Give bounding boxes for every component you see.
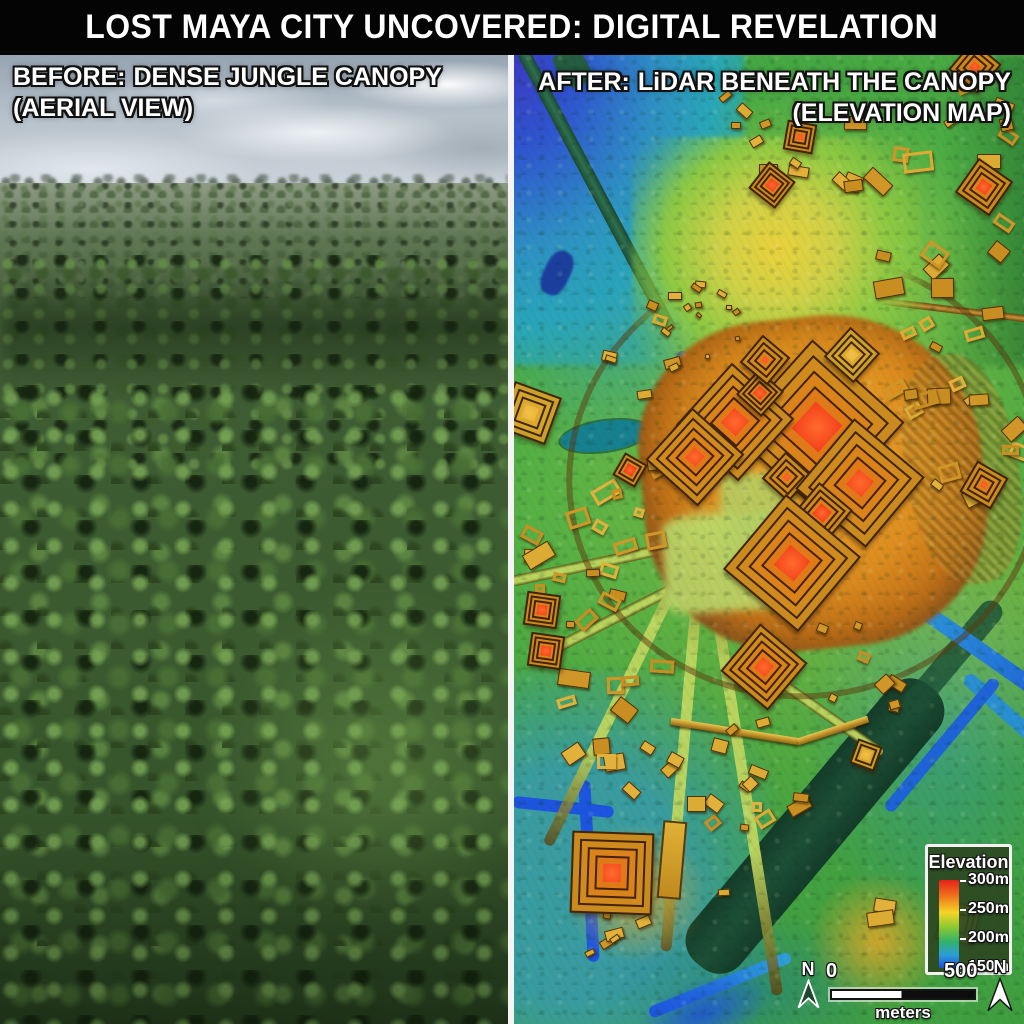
canopy-shadow-band: [0, 267, 508, 397]
scale-unit-label: meters: [875, 1003, 931, 1022]
sky: [0, 55, 508, 189]
legend-tick: 300m: [960, 871, 1009, 888]
bottom-vignette: [0, 810, 508, 1024]
legend-tick: 200m: [960, 929, 1009, 946]
pyramid: [522, 590, 562, 630]
structure: [981, 305, 1005, 321]
structure: [586, 569, 601, 579]
structure: [930, 277, 954, 298]
generated-structures: [514, 55, 1024, 1024]
legend-tick: 250m: [960, 900, 1009, 917]
legend-colorbar: [939, 880, 959, 968]
canopy-texture-near: [0, 385, 508, 1024]
elevation-legend: Elevation 300m 250m 200m 150m: [925, 844, 1012, 975]
compass-label: N: [993, 957, 1007, 977]
structure: [903, 388, 919, 401]
structure: [739, 823, 749, 832]
canopy-light-patch: [203, 587, 508, 937]
structure: [734, 335, 741, 342]
structure: [902, 150, 935, 174]
north-indicator: N: [982, 958, 1018, 1018]
structure: [725, 305, 732, 311]
structure: [668, 291, 683, 300]
legend-title: Elevation: [928, 852, 1009, 872]
before-tag: BEFORE:: [13, 63, 126, 91]
structure: [620, 675, 640, 687]
after-label: AFTER: LiDAR BENEATH THE CANOPY (ELEVATIO…: [538, 67, 1011, 129]
structure: [968, 393, 990, 408]
scale-bar: [830, 989, 976, 1000]
scale-end-label: 500: [944, 960, 978, 982]
structure: [1001, 444, 1019, 456]
before-title: DENSE JUNGLE CANOPY: [133, 63, 442, 91]
structure: [636, 388, 653, 400]
after-panel: AFTER: LiDAR BENEATH THE CANOPY (ELEVATIO…: [514, 55, 1024, 1024]
comparison-panels: BEFORE: DENSE JUNGLE CANOPY (AERIAL VIEW): [0, 55, 1024, 1024]
north-indicator: N: [790, 960, 826, 1015]
structure: [596, 754, 617, 770]
causeway-hub: [672, 503, 744, 553]
north-arrow-icon: [797, 978, 819, 1009]
pyramid: [526, 631, 566, 671]
after-subtitle: (ELEVATION MAP): [792, 99, 1011, 127]
structure: [718, 888, 731, 897]
before-label: BEFORE: DENSE JUNGLE CANOPY (AERIAL VIEW): [13, 62, 442, 124]
compass-label: N: [801, 959, 815, 979]
after-tag: AFTER:: [538, 68, 630, 96]
legend-tick: 150m: [960, 958, 1009, 975]
structure: [649, 659, 676, 675]
pyramid: [569, 830, 655, 916]
structure: [792, 791, 810, 803]
lidar-map: [514, 55, 1024, 1024]
southeast-mound: [812, 875, 944, 1007]
panel-divider: [508, 55, 514, 1024]
title-banner: LOST MAYA CITY UNCOVERED: DIGITAL REVELA…: [0, 0, 1024, 55]
before-panel-jungle-photo: BEFORE: DENSE JUNGLE CANOPY (AERIAL VIEW): [0, 55, 508, 1024]
structure: [686, 795, 706, 812]
before-subtitle: (AERIAL VIEW): [13, 94, 194, 122]
north-arrow-icon: [987, 976, 1013, 1012]
structure: [751, 801, 762, 812]
scale-start-label: 0: [826, 960, 838, 982]
structure: [843, 178, 864, 193]
structure: [704, 353, 711, 359]
page-title: LOST MAYA CITY UNCOVERED: DIGITAL REVELA…: [85, 8, 939, 46]
after-title: LiDAR BENEATH THE CANOPY: [637, 68, 1011, 96]
